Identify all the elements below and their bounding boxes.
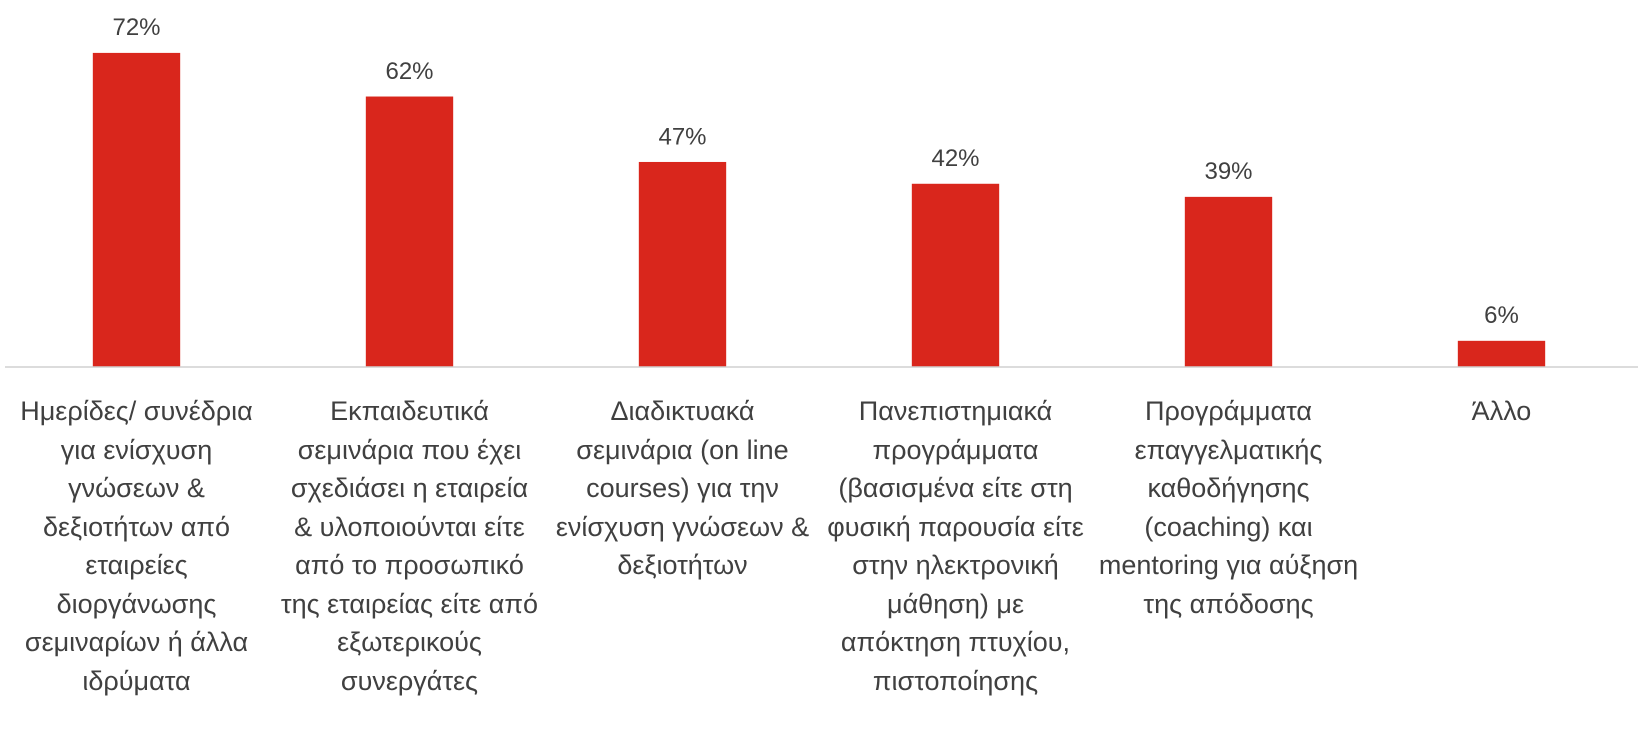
value-label: 62% xyxy=(385,58,433,85)
value-label: 39% xyxy=(1204,158,1252,185)
x-tick-label: Προγράμματα επαγγελματικής καθοδήγησης (… xyxy=(1098,396,1359,619)
x-tick-label: Πανεπιστημιακά προγράμματα (βασισμένα εί… xyxy=(827,396,1084,696)
value-label: 47% xyxy=(658,123,706,150)
x-tick-label: Εκπαιδευτικά σεμινάρια που έχει σχεδιάσε… xyxy=(280,396,539,696)
x-tick-label: Άλλο xyxy=(1471,396,1532,426)
bar xyxy=(365,96,454,368)
bar xyxy=(638,161,727,367)
bar xyxy=(1457,340,1546,367)
bar xyxy=(92,52,181,368)
x-tick-label: Διαδικτυακά σεμινάρια (on line courses) … xyxy=(555,396,810,580)
value-label: 6% xyxy=(1484,302,1519,329)
value-label: 42% xyxy=(931,145,979,172)
x-tick-label: Ημερίδες/ συνέδρια για ενίσχυση γνώσεων … xyxy=(20,396,253,696)
value-label: 72% xyxy=(112,14,160,41)
bar xyxy=(911,183,1000,367)
bar xyxy=(1184,196,1273,367)
